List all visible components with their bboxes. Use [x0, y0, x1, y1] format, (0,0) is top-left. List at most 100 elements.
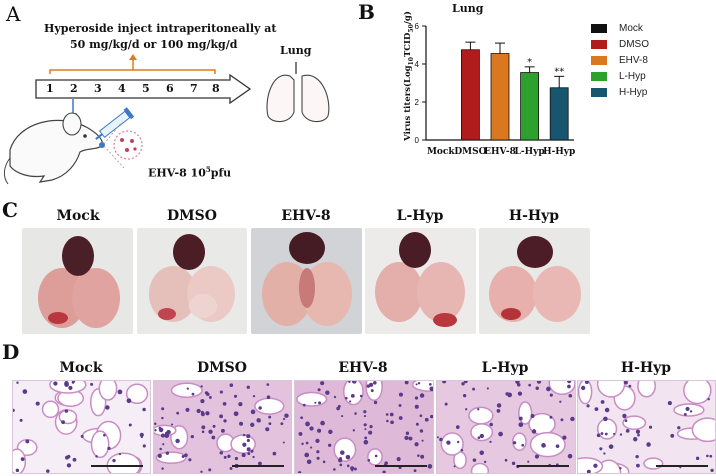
cell-nucleus: [420, 454, 425, 459]
cell-nucleus: [316, 456, 320, 460]
cell-nucleus: [549, 415, 553, 419]
cell-nucleus: [246, 434, 251, 439]
cell-nucleus: [599, 447, 603, 451]
cell-nucleus: [160, 433, 166, 438]
day-label: 3: [94, 82, 102, 95]
cell-nucleus: [68, 385, 73, 390]
cell-nucleus: [706, 454, 709, 458]
cell-nucleus: [302, 403, 306, 407]
cell-nucleus: [227, 454, 231, 458]
cell-nucleus: [229, 383, 234, 388]
cell-nucleus: [419, 414, 423, 418]
legend-swatch: [591, 72, 607, 81]
cell-nucleus: [463, 381, 468, 384]
cell-nucleus: [489, 440, 492, 443]
day-label: 7: [190, 82, 198, 95]
alveolus: [58, 409, 78, 425]
cell-nucleus: [314, 401, 317, 404]
cell-nucleus: [211, 435, 216, 440]
cell-nucleus: [250, 409, 256, 415]
y-tick-label: 6: [415, 22, 420, 31]
cell-nucleus: [298, 431, 303, 436]
cell-nucleus: [429, 414, 433, 419]
alveolus: [518, 401, 533, 425]
cell-nucleus: [462, 393, 467, 398]
cell-nucleus: [205, 411, 210, 416]
cell-nucleus: [389, 412, 394, 417]
cell-nucleus: [709, 454, 713, 458]
cell-nucleus: [498, 431, 503, 437]
cell-nucleus: [340, 450, 345, 455]
cell-nucleus: [158, 427, 164, 433]
cell-nucleus: [242, 433, 246, 437]
cell-nucleus: [369, 425, 373, 429]
cell-nucleus: [594, 407, 599, 411]
cell-nucleus: [154, 422, 157, 425]
lung-photo-dmso: [137, 228, 247, 334]
cell-nucleus: [404, 381, 409, 385]
cell-nucleus: [72, 457, 77, 462]
alveolus: [468, 406, 494, 425]
cell-nucleus: [622, 413, 627, 419]
alveolus: [529, 431, 566, 458]
cell-nucleus: [200, 385, 203, 388]
bar: [520, 72, 539, 141]
cell-nucleus: [479, 450, 485, 456]
cell-nucleus: [176, 411, 180, 415]
cell-nucleus: [107, 446, 111, 451]
x-tick-label: EHV-8: [484, 147, 516, 157]
cell-nucleus: [191, 392, 195, 396]
alveolus: [90, 430, 110, 459]
cell-nucleus: [512, 441, 517, 445]
day-label: 8: [212, 82, 220, 95]
virus-dose-label: EHV-8 105pfu: [148, 165, 231, 180]
cell-nucleus: [258, 420, 261, 423]
cell-nucleus: [363, 415, 367, 418]
cell-nucleus: [201, 430, 205, 434]
cell-nucleus: [19, 418, 23, 422]
legend-label: EHV-8: [619, 55, 648, 66]
cell-nucleus: [328, 429, 333, 435]
cell-nucleus: [695, 456, 700, 461]
legend-item: H-Hyp: [591, 87, 647, 98]
cell-nucleus: [316, 450, 320, 454]
cell-nucleus: [339, 463, 343, 467]
cell-nucleus: [584, 381, 589, 385]
alveolus: [548, 381, 575, 396]
cell-nucleus: [398, 392, 403, 397]
alveolus: [296, 391, 328, 407]
lung-photo-ehv8: [251, 228, 362, 334]
cell-nucleus: [570, 416, 575, 422]
legend-label: DMSO: [619, 39, 649, 50]
cell-nucleus: [456, 440, 460, 444]
cell-nucleus: [568, 394, 573, 398]
cell-nucleus: [511, 461, 516, 466]
legend-swatch: [591, 40, 607, 49]
lung-label-hhyp: H-Hyp: [508, 208, 560, 224]
cell-nucleus: [417, 454, 420, 457]
cell-nucleus: [103, 433, 106, 437]
cell-nucleus: [336, 406, 340, 411]
histology-ehv8: [294, 380, 434, 474]
cell-nucleus: [369, 382, 374, 387]
cell-nucleus: [567, 453, 573, 459]
alveolus: [578, 457, 604, 473]
cell-nucleus: [530, 414, 535, 418]
cell-nucleus: [604, 432, 608, 436]
cell-nucleus: [175, 438, 180, 444]
cell-nucleus: [297, 471, 302, 473]
scale-bar: [91, 465, 143, 467]
cell-nucleus: [346, 464, 350, 468]
cell-nucleus: [637, 433, 640, 437]
cell-nucleus: [504, 458, 508, 462]
cell-nucleus: [95, 455, 98, 458]
timeline-diagram: [3, 54, 330, 185]
cell-nucleus: [266, 383, 270, 386]
cell-nucleus: [367, 458, 371, 462]
cell-nucleus: [252, 394, 256, 398]
cell-nucleus: [531, 429, 537, 434]
alveolus: [596, 418, 618, 440]
cell-nucleus: [528, 383, 532, 387]
legend-item: Mock: [591, 23, 643, 34]
cell-nucleus: [477, 436, 481, 440]
